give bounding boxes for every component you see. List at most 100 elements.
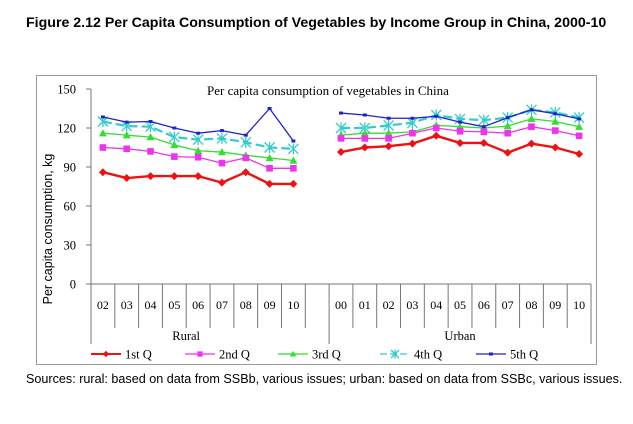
data-point — [575, 122, 584, 130]
data-point — [194, 153, 202, 161]
series-layer — [97, 104, 585, 188]
data-point — [241, 168, 250, 177]
data-point — [98, 168, 107, 177]
data-point — [504, 129, 511, 137]
data-point — [432, 124, 440, 132]
data-point — [432, 131, 441, 140]
data-point — [289, 156, 298, 164]
data-point — [505, 116, 510, 120]
data-point — [197, 351, 203, 357]
data-point — [529, 108, 534, 112]
x-tick-label: 05 — [168, 298, 180, 312]
data-point — [551, 117, 560, 125]
series-4th-q-rural — [97, 116, 299, 155]
data-point — [361, 135, 369, 142]
data-point — [456, 127, 464, 135]
y-tick-label: 60 — [64, 200, 77, 214]
legend-label: 3rd Q — [312, 348, 341, 362]
data-point — [265, 179, 274, 188]
data-point — [123, 145, 131, 153]
x-tick-label: 02 — [97, 298, 109, 312]
data-point — [360, 143, 369, 152]
data-point — [218, 159, 226, 167]
series-1st-q-urban — [337, 131, 584, 158]
data-point — [172, 126, 177, 130]
legend-item: 5th Q — [476, 348, 538, 362]
data-point — [168, 131, 180, 143]
x-tick-label: 06 — [478, 298, 490, 312]
data-point — [384, 129, 393, 137]
x-tick-label: 10 — [573, 298, 585, 312]
data-point — [551, 143, 560, 152]
data-point — [384, 142, 393, 151]
data-point — [528, 123, 535, 130]
data-point — [480, 128, 488, 136]
data-point — [410, 116, 415, 120]
data-point — [553, 112, 558, 116]
data-point — [481, 125, 486, 129]
group-label: Urban — [444, 329, 476, 343]
data-point — [503, 148, 512, 157]
data-point — [337, 135, 345, 142]
x-tick-label: 06 — [192, 298, 204, 312]
data-point — [383, 119, 395, 131]
data-point — [122, 131, 131, 139]
data-point — [434, 114, 439, 118]
data-point — [194, 172, 203, 181]
data-point — [192, 134, 204, 146]
legend-label: 1st Q — [125, 348, 152, 362]
data-point — [575, 150, 584, 158]
data-point — [194, 146, 203, 154]
data-point — [527, 139, 536, 148]
data-point — [575, 132, 583, 140]
data-point — [287, 143, 299, 155]
data-point — [216, 132, 228, 144]
data-point — [456, 138, 465, 147]
series-2nd-q-urban — [337, 123, 583, 142]
data-point — [551, 127, 559, 134]
data-point — [527, 114, 536, 123]
data-point — [146, 133, 155, 141]
x-tick-label: 10 — [287, 298, 299, 312]
data-point — [386, 116, 391, 120]
data-point — [219, 129, 224, 133]
data-point — [99, 144, 107, 151]
x-tick-label: 09 — [264, 298, 276, 312]
data-point — [362, 113, 367, 117]
legend-item: 2nd Q — [185, 348, 250, 362]
y-tick-label: 30 — [64, 239, 77, 253]
y-tick-label: 90 — [64, 161, 77, 175]
data-point — [145, 121, 156, 133]
data-point — [148, 120, 153, 123]
chart-title: Per capita consumption of vegetables in … — [207, 83, 449, 98]
data-point — [489, 352, 493, 356]
y-tick-label: 150 — [57, 83, 76, 97]
data-point — [385, 135, 392, 142]
data-point — [242, 154, 250, 162]
data-point — [458, 120, 463, 124]
data-point — [264, 142, 276, 153]
legend-label: 5th Q — [510, 348, 538, 362]
series-5th-q-rural — [100, 107, 296, 143]
data-point — [217, 148, 226, 156]
y-tick-label: 120 — [57, 122, 76, 136]
data-point — [479, 138, 488, 147]
x-tick-label: 03 — [121, 298, 133, 312]
series-2nd-q-rural — [99, 144, 297, 172]
data-point — [265, 153, 274, 162]
x-tick-label: 04 — [145, 298, 157, 312]
data-point — [290, 165, 297, 172]
data-point — [289, 179, 298, 188]
legend-item: 4th Q — [380, 348, 442, 362]
data-point — [409, 129, 416, 137]
sources-note: Sources: rural: based on data from SSBb,… — [26, 372, 623, 386]
data-point — [266, 165, 273, 172]
data-point — [102, 350, 110, 358]
data-point — [170, 140, 179, 149]
data-point — [360, 129, 369, 137]
legend-item: 3rd Q — [278, 348, 341, 362]
data-point — [124, 120, 129, 124]
legend-label: 4th Q — [414, 348, 442, 362]
data-point — [217, 178, 226, 187]
